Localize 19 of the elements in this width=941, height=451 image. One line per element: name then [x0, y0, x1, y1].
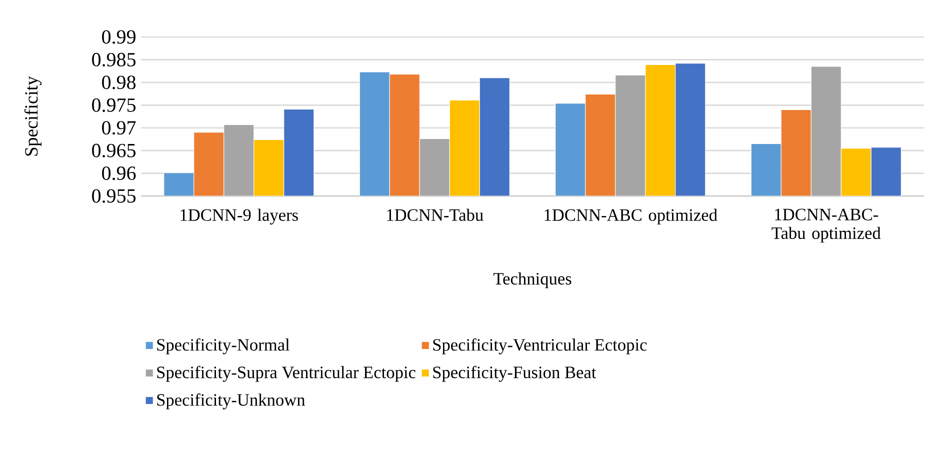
y-axis-title: Specificity: [24, 76, 42, 156]
y-tick-label: 0.955: [92, 189, 136, 203]
y-tick-label: 0.97: [102, 121, 136, 135]
y-tick-label: 0.99: [102, 30, 136, 44]
x-tick-label: 1DCNN-Tabu: [387, 208, 484, 221]
x-tick-label: 1DCNN-9 layers: [180, 208, 298, 224]
y-tick-label: 0.985: [92, 52, 136, 67]
y-tick-label: 0.98: [102, 76, 136, 90]
y-tick-label: 0.96: [102, 166, 136, 180]
legend-label: Specificity-Fusion Beat: [433, 366, 596, 382]
y-tick-label: 0.965: [92, 144, 136, 158]
legend-label: Specificity-Unknown: [157, 393, 306, 410]
x-axis-title: Techniques: [493, 272, 572, 288]
x-tick-label: 1DCNN-ABC-Tabu optimized: [772, 208, 881, 243]
legend-label: Specificity-Normal: [157, 338, 290, 354]
y-tick-label: 0.975: [92, 98, 136, 112]
x-tick-label: 1DCNN-ABC optimized: [544, 208, 718, 224]
legend-label: Specificity-Supra Ventricular Ectopic: [157, 366, 416, 382]
legend-label: Specificity-Ventricular Ectopic: [433, 338, 647, 354]
